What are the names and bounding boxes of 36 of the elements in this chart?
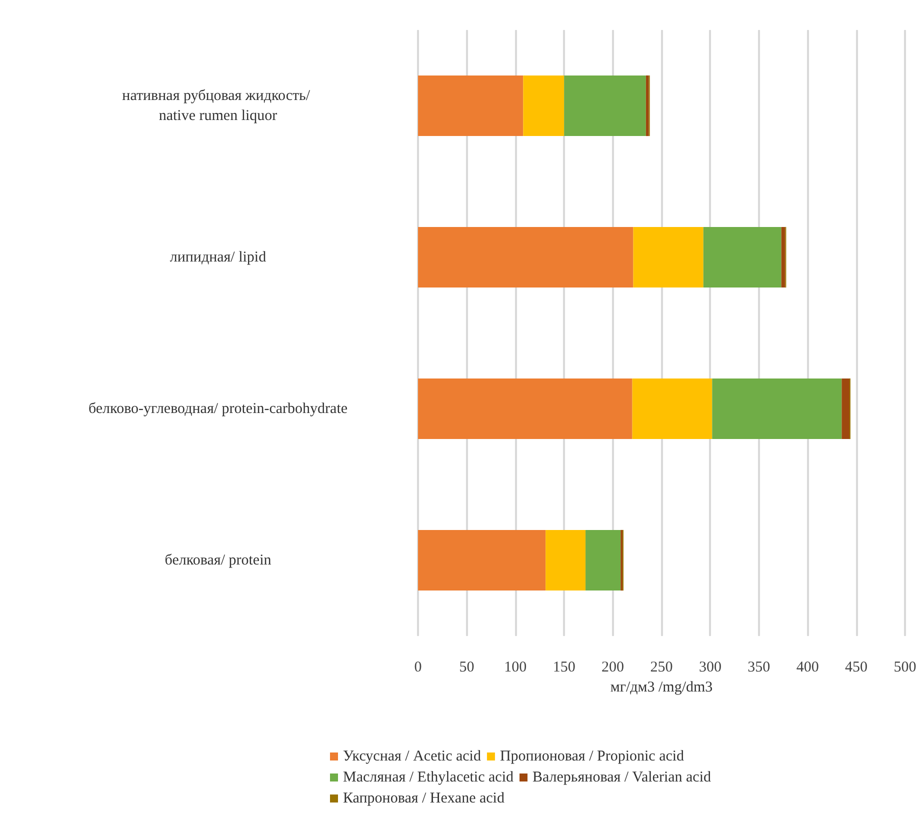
legend-label: Масляная / Ethylacetic acid bbox=[343, 770, 514, 786]
x-tick-label: 450 bbox=[845, 660, 868, 676]
bar bbox=[418, 378, 632, 440]
x-tick-label: 200 bbox=[602, 660, 624, 676]
bar bbox=[418, 226, 634, 288]
y-tick-label: липидная/ lipid bbox=[170, 249, 267, 266]
bar bbox=[633, 226, 704, 288]
bar bbox=[712, 378, 842, 440]
legend-label: Уксусная / Acetic acid bbox=[343, 748, 482, 764]
bar bbox=[564, 75, 646, 136]
x-tick-label: 50 bbox=[459, 660, 474, 676]
x-tick-label: 350 bbox=[748, 660, 770, 676]
bar bbox=[523, 75, 564, 136]
bar bbox=[586, 530, 621, 591]
x-tick-label: 300 bbox=[698, 660, 722, 676]
bar bbox=[546, 530, 586, 591]
legend-label: Капроновая / Hexane acid bbox=[343, 790, 505, 806]
legend-label: Пропионовая / Propionic acid bbox=[500, 748, 685, 764]
x-axis-title: мг/дм3 /mg/dm3 bbox=[610, 679, 713, 696]
bar bbox=[842, 378, 850, 440]
bar bbox=[781, 226, 786, 288]
x-tick-label: 0 bbox=[414, 660, 422, 676]
y-tick-label: белково-углеводная/ protein-carbohydrate bbox=[88, 400, 348, 417]
y-tick-label: белковая/ protein bbox=[164, 552, 272, 568]
bar bbox=[632, 378, 712, 440]
x-tick-label: 500 bbox=[894, 660, 916, 676]
x-tick-label: 400 bbox=[796, 660, 819, 676]
bar bbox=[646, 75, 649, 136]
x-tick-label: 250 bbox=[650, 660, 673, 676]
y-tick-label: нативная рубцовая жидкость/ native rumen liquor bbox=[122, 88, 314, 124]
bar bbox=[418, 530, 546, 591]
x-tick-label: 100 bbox=[504, 660, 527, 676]
x-tick-label: 150 bbox=[552, 660, 576, 676]
legend-label: Валерьяновая / Valerian acid bbox=[532, 770, 712, 786]
bar bbox=[703, 226, 782, 288]
bar bbox=[418, 75, 524, 136]
